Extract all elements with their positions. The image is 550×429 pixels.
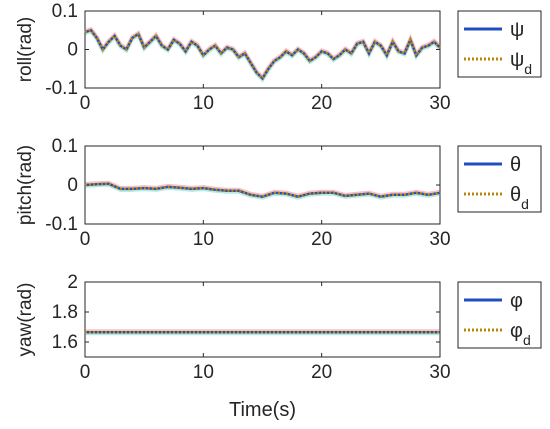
legend-symbol: θ <box>510 154 521 176</box>
x-tick-label: 20 <box>311 229 332 250</box>
legend-box <box>457 281 542 349</box>
y-tick-label: 0 <box>67 175 78 196</box>
axes-box <box>84 281 441 358</box>
legend-entry: φ <box>510 290 523 312</box>
y-tick-label: 0.1 <box>52 1 78 22</box>
y-tick-label: 0.1 <box>52 136 78 157</box>
x-tick-label: 0 <box>80 93 91 114</box>
axes-box <box>84 145 441 225</box>
legend-subscript: d <box>523 332 531 348</box>
y-tick-label: 2 <box>67 272 78 293</box>
legend-box <box>457 10 542 78</box>
y-axis-label: roll(rad) <box>15 17 36 82</box>
legend-box <box>457 145 542 213</box>
y-tick-label: -0.1 <box>45 78 78 99</box>
legend-entry: ψd <box>510 49 532 77</box>
x-tick-label: 30 <box>429 362 450 383</box>
x-tick-label: 20 <box>311 93 332 114</box>
x-tick-label: 0 <box>80 362 91 383</box>
y-axis-label: yaw(rad) <box>15 283 36 357</box>
y-tick-label: 0 <box>67 40 78 61</box>
legend: θθd <box>457 145 542 213</box>
legend-symbol: ψ <box>510 49 524 71</box>
legend-subscript: d <box>524 61 532 77</box>
x-tick-label: 20 <box>311 362 332 383</box>
y-axis-label: pitch(rad) <box>15 145 36 225</box>
legend: ψψd <box>457 10 542 78</box>
series-line-desired <box>84 182 441 198</box>
x-tick-label: 10 <box>193 93 214 114</box>
x-tick-label: 0 <box>80 229 91 250</box>
x-tick-label: 30 <box>429 229 450 250</box>
series-line-desired <box>84 28 441 81</box>
y-tick-label: 1.6 <box>52 332 78 353</box>
legend-symbol: φ <box>510 290 523 312</box>
x-tick-label: 10 <box>193 362 214 383</box>
legend: φφd <box>457 281 542 349</box>
x-tick-label: 30 <box>429 93 450 114</box>
x-tick-label: 10 <box>193 229 214 250</box>
legend-subscript: d <box>521 196 529 212</box>
legend-symbol: ψ <box>510 19 524 41</box>
x-axis-label: Time(s) <box>229 399 296 421</box>
y-tick-label: -0.1 <box>45 214 78 235</box>
legend-entry: θd <box>510 184 529 212</box>
legend-entry: φd <box>510 320 531 348</box>
axes-box <box>84 10 441 89</box>
legend-entry: ψ <box>510 19 524 41</box>
legend-entry: θ <box>510 154 521 176</box>
legend-symbol: θ <box>510 184 521 206</box>
legend-symbol: φ <box>510 320 523 342</box>
y-tick-label: 1.8 <box>52 302 78 323</box>
